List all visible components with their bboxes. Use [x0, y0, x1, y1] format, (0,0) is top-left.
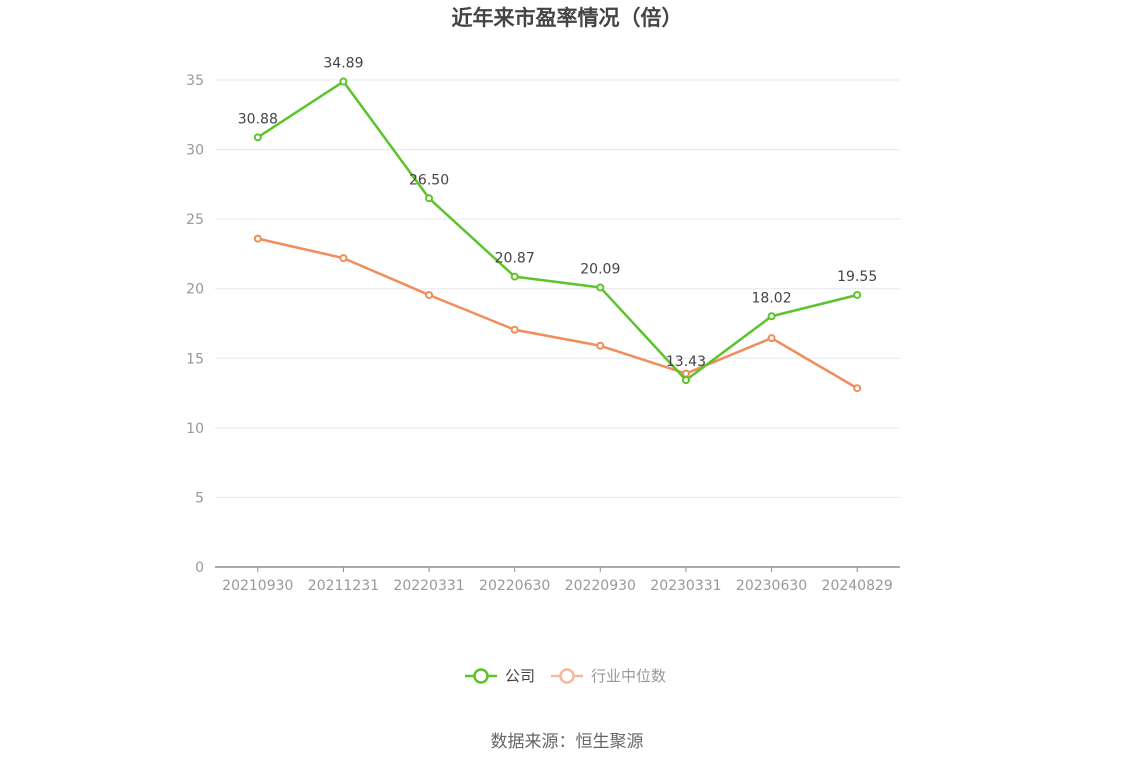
- legend-marker: [559, 668, 575, 684]
- data-label: 30.88: [238, 111, 278, 127]
- y-tick-label: 25: [186, 212, 204, 228]
- legend-label: 行业中位数: [591, 667, 666, 685]
- y-tick-label: 5: [195, 490, 204, 506]
- series-line: [257, 237, 858, 390]
- series-line: [257, 80, 858, 382]
- data-point[interactable]: [853, 384, 862, 393]
- legend[interactable]: 公司 行业中位数: [465, 667, 666, 685]
- legend-item[interactable]: 行业中位数: [551, 667, 666, 685]
- x-tick-label: 20220630: [479, 578, 550, 594]
- data-point[interactable]: [339, 254, 348, 263]
- series: [253, 77, 862, 393]
- x-tick-label: 20220930: [565, 578, 636, 594]
- data-point[interactable]: [596, 283, 605, 292]
- data-point[interactable]: [510, 272, 519, 281]
- data-point[interactable]: [339, 77, 348, 86]
- grid: [215, 79, 900, 498]
- x-tick-label: 20210930: [222, 578, 293, 594]
- data-point[interactable]: [853, 290, 862, 299]
- legend-marker: [473, 668, 489, 684]
- legend-item[interactable]: 公司: [465, 667, 535, 685]
- x-tick-label: 20230331: [650, 578, 721, 594]
- y-tick-label: 0: [195, 560, 204, 576]
- y-tick-label: 30: [186, 143, 204, 159]
- x-tick-label: 20220331: [393, 578, 464, 594]
- y-tick-label: 15: [186, 351, 204, 367]
- data-label: 34.89: [323, 56, 363, 72]
- data-point[interactable]: [681, 369, 690, 378]
- data-point[interactable]: [767, 334, 776, 343]
- y-tick-label: 20: [186, 282, 204, 298]
- data-point[interactable]: [253, 133, 262, 142]
- data-label: 13.43: [666, 354, 706, 370]
- data-point[interactable]: [425, 194, 434, 203]
- data-label: 18.02: [752, 290, 792, 306]
- chart-title: 近年来市盈率情况（倍）: [452, 6, 683, 30]
- x-tick-label: 20230630: [736, 578, 807, 594]
- legend-label: 公司: [505, 667, 535, 685]
- y-tick-label: 10: [186, 421, 204, 437]
- data-point[interactable]: [767, 312, 776, 321]
- x-tick-label: 20211231: [308, 578, 379, 594]
- axes: 0 5 10 15 20 25 30 35 20210930 20211231 20220331 20…: [186, 73, 900, 594]
- data-point[interactable]: [510, 325, 519, 334]
- data-label: 19.55: [837, 269, 877, 285]
- x-tick-label: 20240829: [822, 578, 893, 594]
- data-point[interactable]: [253, 234, 262, 243]
- data-point[interactable]: [425, 290, 434, 299]
- data-point[interactable]: [681, 376, 690, 385]
- source-note: 数据来源：恒生聚源: [491, 732, 644, 752]
- data-point[interactable]: [596, 341, 605, 350]
- data-label: 26.50: [409, 172, 449, 188]
- y-tick-label: 35: [186, 73, 204, 89]
- data-labels: 30.88 34.89 26.50 20.87 20.09 13.43 18.02 19.55: [238, 56, 877, 371]
- data-label: 20.87: [495, 251, 535, 267]
- data-label: 20.09: [580, 261, 620, 277]
